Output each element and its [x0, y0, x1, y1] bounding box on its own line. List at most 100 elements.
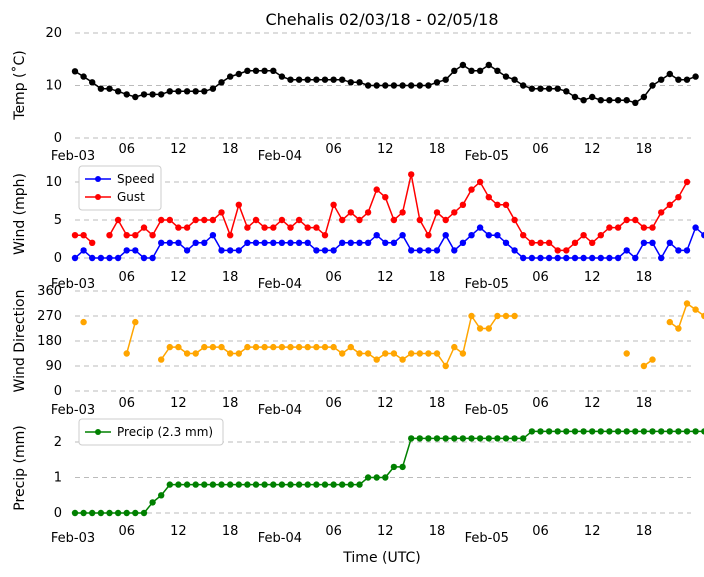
- data-point: [244, 481, 251, 488]
- data-point: [658, 76, 665, 83]
- data-point: [123, 232, 130, 239]
- data-point: [399, 209, 406, 216]
- data-point: [252, 67, 260, 75]
- data-point: [511, 435, 518, 442]
- data-point: [571, 428, 579, 435]
- y-tick-label: 0: [54, 506, 62, 521]
- data-point: [209, 85, 217, 92]
- data-point: [97, 509, 105, 517]
- data-point: [123, 350, 130, 357]
- x-tick-label: 12: [584, 142, 601, 157]
- data-point: [235, 201, 242, 208]
- x-tick-label: Feb-05: [465, 277, 509, 292]
- data-point: [304, 239, 311, 246]
- data-point: [520, 254, 527, 262]
- data-point: [244, 224, 251, 231]
- data-point: [89, 239, 96, 246]
- x-tick-label: 18: [222, 396, 239, 411]
- data-point: [468, 312, 475, 320]
- data-point: [658, 254, 665, 262]
- data-point: [485, 325, 492, 332]
- x-tick-label: 06: [325, 396, 342, 411]
- x-tick-label: 12: [377, 142, 394, 157]
- data-point: [295, 216, 303, 224]
- data-point: [330, 201, 337, 208]
- data-point: [235, 247, 242, 254]
- x-axis-label: Time (UTC): [342, 550, 420, 566]
- data-point: [235, 481, 242, 488]
- data-point: [218, 209, 225, 216]
- data-point: [252, 216, 260, 224]
- data-point: [71, 232, 79, 239]
- data-point: [166, 481, 173, 488]
- data-point: [80, 73, 87, 80]
- data-point: [640, 239, 648, 246]
- data-point: [321, 232, 329, 239]
- data-point: [339, 481, 346, 488]
- data-point: [295, 343, 303, 351]
- data-point: [476, 67, 484, 75]
- data-point: [235, 350, 242, 357]
- data-point: [364, 350, 372, 357]
- data-point: [545, 85, 553, 92]
- data-point: [201, 216, 208, 224]
- data-point: [606, 97, 613, 104]
- data-point: [537, 428, 544, 435]
- data-point: [330, 343, 337, 351]
- data-point: [106, 85, 113, 92]
- data-point: [218, 343, 225, 351]
- data-point: [416, 216, 423, 224]
- data-point: [416, 435, 423, 442]
- data-point: [658, 428, 665, 435]
- data-point: [459, 350, 467, 357]
- data-point: [97, 85, 105, 92]
- data-point: [589, 254, 596, 262]
- y-axis-label: Temp (˚C): [11, 50, 28, 120]
- data-point: [373, 356, 380, 363]
- x-tick-label: 18: [636, 270, 653, 285]
- data-point: [123, 247, 130, 254]
- panel-2: 0 5 10 Wind (mph) Feb-03 06 12 18 Feb-04 06 12 18 Fe…: [12, 165, 704, 292]
- x-tick-label: Feb-03: [51, 277, 95, 292]
- x-tick-label: 18: [222, 524, 239, 539]
- data-point: [494, 67, 501, 75]
- data-point: [623, 428, 630, 435]
- data-point: [623, 247, 630, 254]
- data-point: [658, 209, 665, 216]
- data-point: [313, 481, 320, 488]
- data-point: [330, 76, 337, 83]
- data-point: [158, 492, 165, 499]
- data-point: [390, 82, 398, 89]
- data-point: [89, 79, 96, 86]
- data-point: [287, 343, 294, 351]
- data-point: [175, 239, 182, 246]
- x-tick-label: 12: [584, 270, 601, 285]
- data-point: [537, 239, 544, 246]
- data-point: [71, 509, 79, 517]
- y-tick-label: 2: [54, 435, 62, 450]
- data-point: [451, 435, 458, 442]
- data-point: [313, 247, 320, 254]
- data-point: [545, 428, 553, 435]
- data-point: [683, 247, 691, 254]
- data-point: [511, 216, 518, 224]
- x-tick-label: 12: [170, 396, 187, 411]
- data-point: [313, 224, 320, 231]
- legend-swatch-marker: [95, 194, 101, 200]
- data-point: [649, 356, 656, 363]
- data-point: [339, 239, 346, 246]
- data-point: [425, 247, 432, 254]
- data-point: [692, 306, 699, 313]
- data-point: [123, 509, 130, 517]
- x-tick-label: 18: [429, 142, 446, 157]
- data-point: [330, 481, 337, 488]
- data-point: [149, 232, 156, 239]
- data-point: [408, 82, 415, 89]
- y-tick-label: 5: [54, 213, 62, 228]
- data-point: [364, 82, 372, 89]
- data-point: [399, 356, 406, 363]
- data-point: [640, 428, 648, 435]
- legend-label: Gust: [117, 190, 145, 204]
- x-tick-label: 12: [584, 396, 601, 411]
- data-point: [270, 343, 277, 351]
